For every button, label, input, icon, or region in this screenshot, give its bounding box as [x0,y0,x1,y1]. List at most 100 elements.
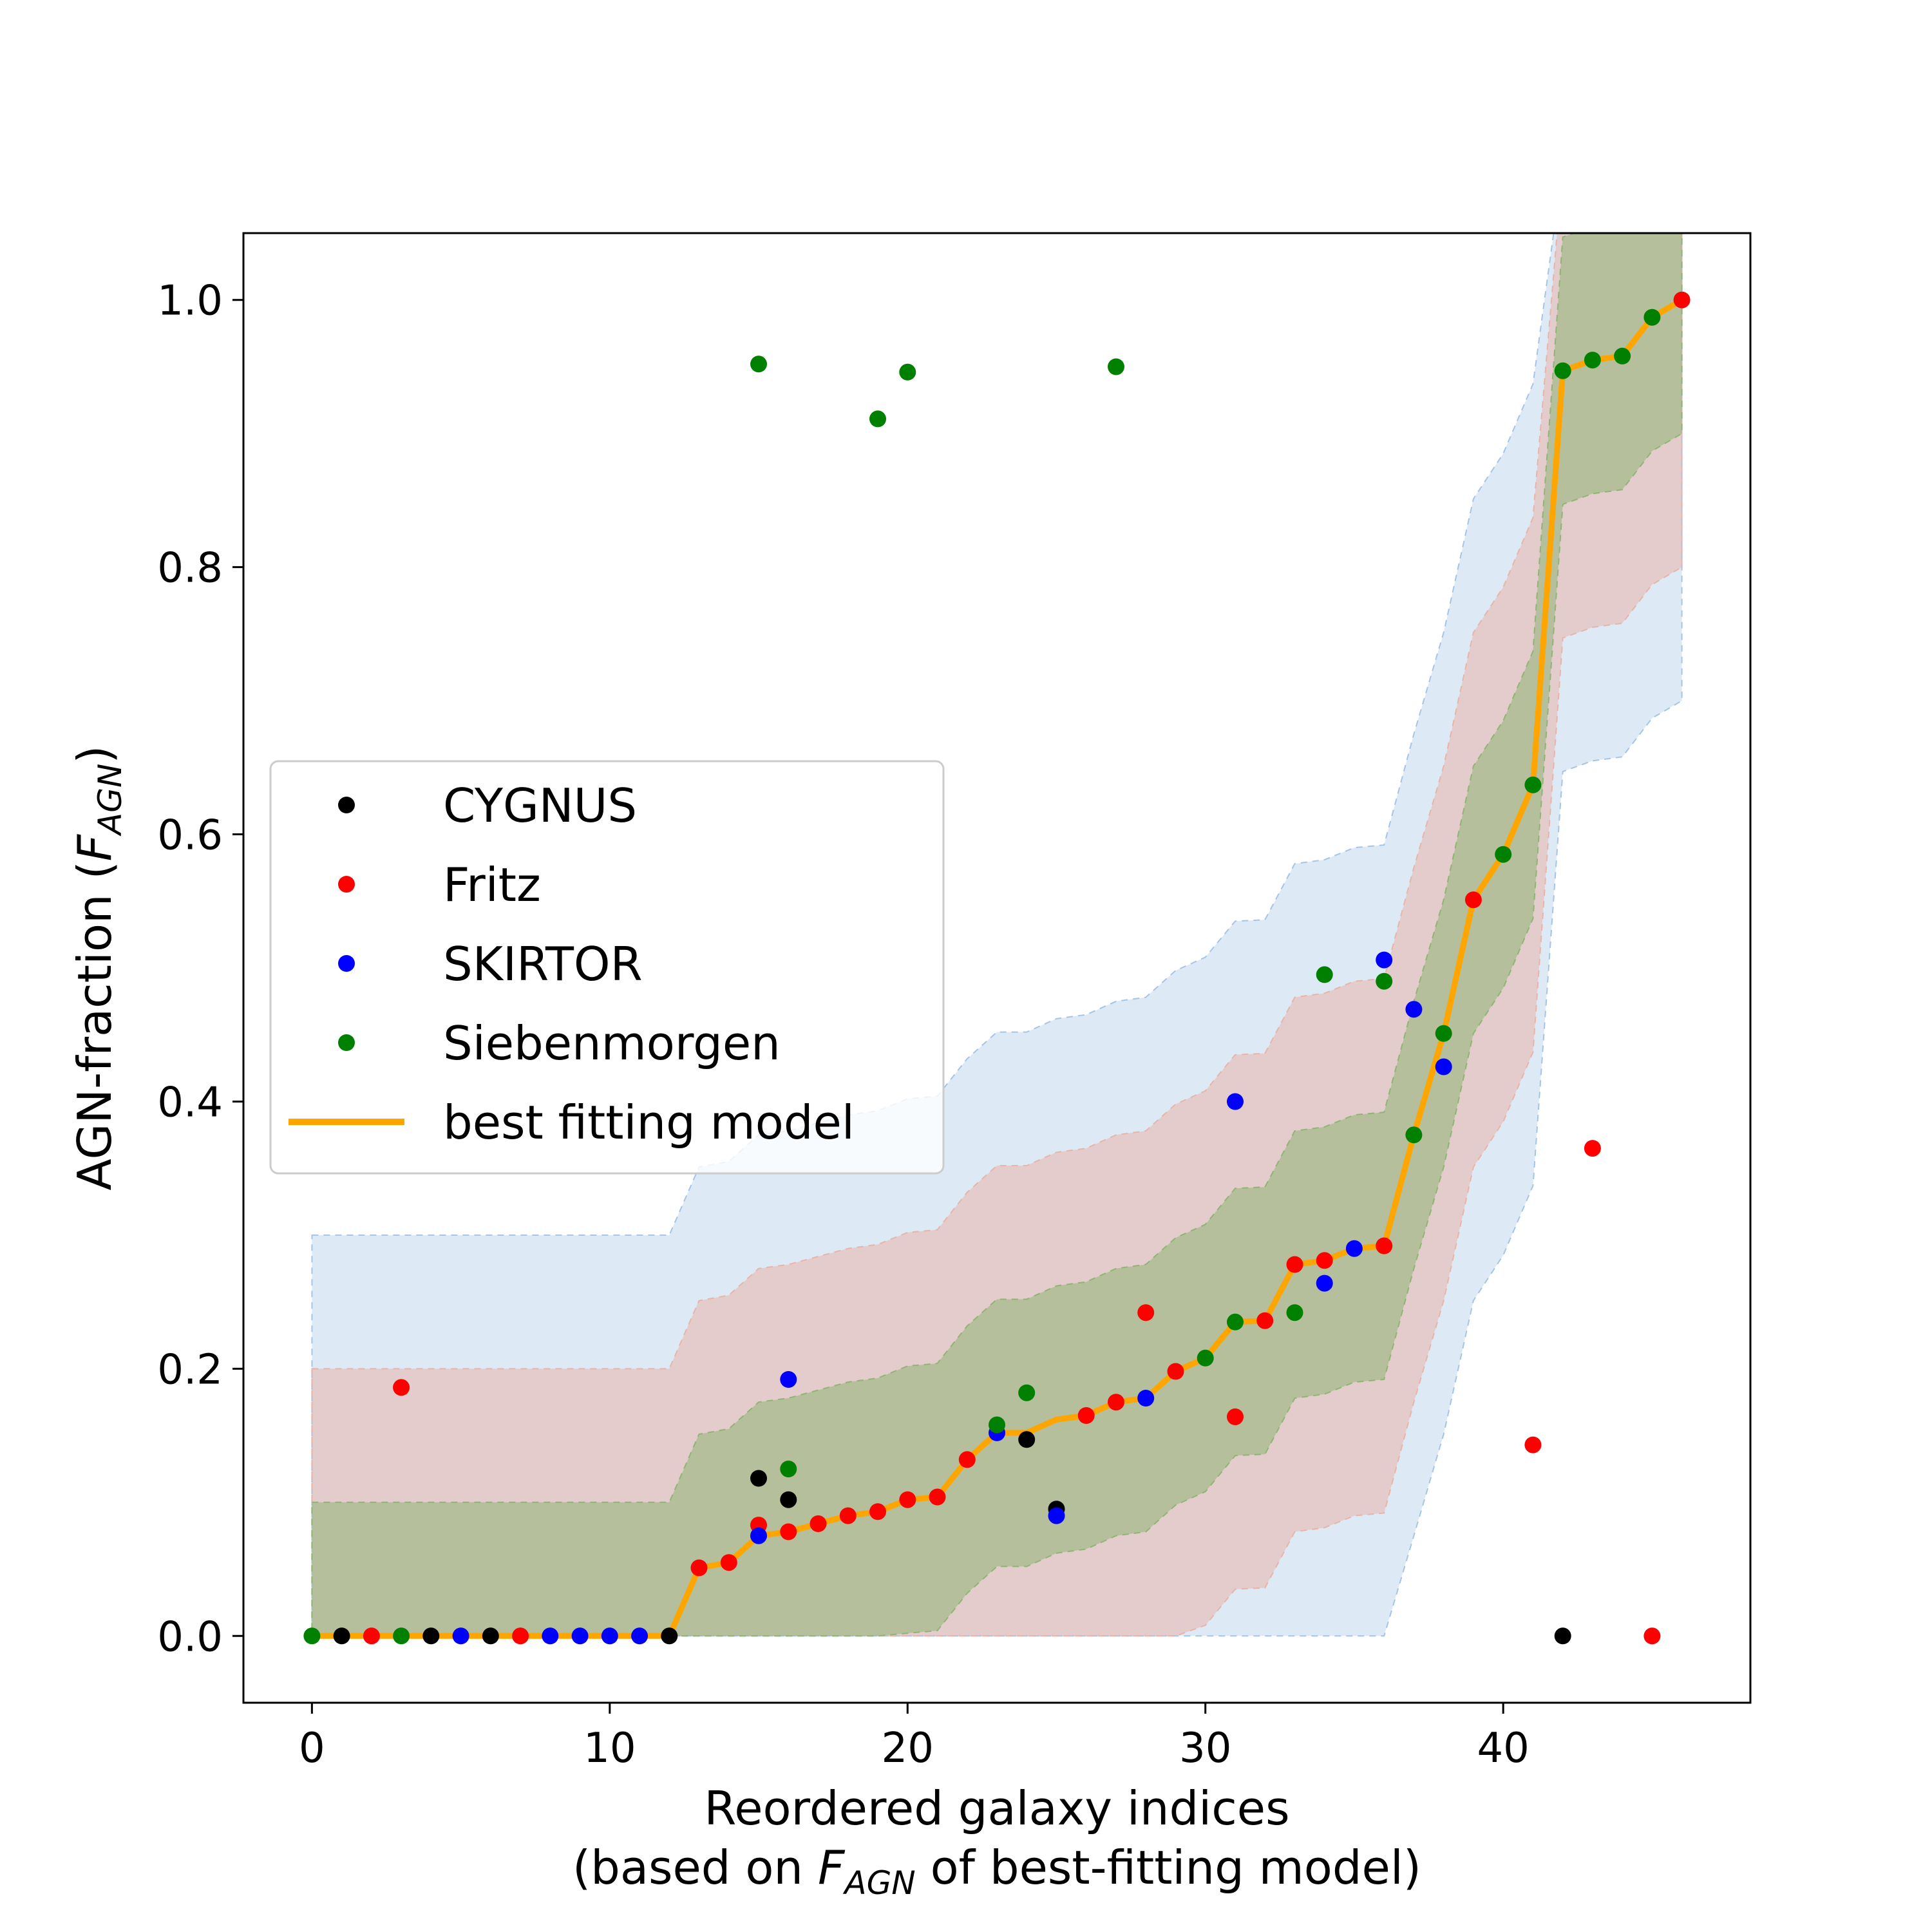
point-siebenmorgen [303,1627,321,1645]
point-fritz [780,1523,797,1540]
legend-box [269,760,945,1175]
legend-label-siebenmorgen: Siebenmorgen [443,1016,781,1070]
point-fritz [869,1503,886,1520]
point-skirtor [1345,1240,1363,1257]
scatter-points [303,291,1690,1645]
point-fritz [1108,1394,1124,1411]
point-fritz [393,1379,410,1396]
point-skirtor [1137,1390,1155,1406]
point-siebenmorgen [1108,358,1124,375]
x-tick-label: 10 [583,1725,636,1772]
point-skirtor [631,1627,649,1645]
point-siebenmorgen [1524,776,1542,793]
point-cygnus [780,1491,797,1508]
point-siebenmorgen [1316,966,1333,983]
point-fritz [1524,1436,1542,1454]
point-cygnus [1554,1627,1571,1645]
point-skirtor [571,1627,589,1645]
point-fritz [1376,1237,1393,1255]
point-skirtor [542,1627,559,1645]
band-inner [311,233,1683,1637]
point-skirtor [1376,951,1393,969]
point-siebenmorgen [1643,308,1661,326]
point-fritz [1584,1140,1601,1157]
x-tick-label: 20 [882,1725,934,1772]
point-siebenmorgen [1018,1384,1036,1401]
y-tick-label: 1.0 [157,278,223,325]
y-tick-label: 0.8 [157,545,223,592]
point-fritz [1464,891,1482,909]
point-fritz [1167,1363,1184,1380]
y-axis-label: AGN-fraction (FAGN) [68,745,129,1190]
point-fritz [899,1491,916,1508]
y-tick-label: 0.2 [157,1346,223,1394]
point-fritz [363,1627,380,1645]
point-siebenmorgen [1435,1025,1452,1042]
x-tick-label: 40 [1477,1725,1529,1772]
point-fritz [839,1507,857,1524]
point-fritz [810,1515,827,1532]
point-skirtor [1316,1274,1333,1292]
point-fritz [690,1559,708,1577]
point-skirtor [780,1371,797,1388]
point-siebenmorgen [750,355,767,373]
point-fritz [1256,1312,1274,1329]
point-siebenmorgen [899,363,916,381]
point-skirtor [1048,1507,1065,1524]
point-cygnus [482,1627,499,1645]
point-fritz [1286,1256,1303,1273]
point-fritz [929,1488,946,1506]
x-axis-label-line2: (based on FAGN of best-fitting model) [573,1841,1421,1902]
plot-frame [242,232,1752,1704]
point-skirtor [452,1627,469,1645]
point-fritz [1673,291,1690,308]
legend-marker-cygnus [338,797,355,813]
point-siebenmorgen [1495,846,1512,863]
point-siebenmorgen [393,1627,410,1645]
point-siebenmorgen [1376,972,1393,990]
y-axis: 0.0 0.2 0.4 0.6 0.8 1.0 [157,278,243,1661]
point-fritz [512,1627,529,1645]
x-tick-label: 0 [299,1725,325,1772]
point-siebenmorgen [1197,1349,1214,1367]
point-skirtor [1405,1001,1423,1018]
point-fritz [1077,1407,1095,1424]
point-siebenmorgen [989,1416,1005,1434]
point-siebenmorgen [780,1461,797,1477]
legend-label-skirtor: SKIRTOR [443,937,643,991]
point-siebenmorgen [1614,347,1631,365]
legend-marker-skirtor [338,955,355,972]
legend-label-cygnus: CYGNUS [443,779,637,833]
point-fritz [1137,1304,1155,1321]
point-skirtor [1435,1058,1452,1075]
point-siebenmorgen [1227,1313,1244,1331]
point-siebenmorgen [1286,1304,1303,1321]
x-tick-label: 30 [1179,1725,1231,1772]
point-skirtor [601,1627,618,1645]
point-fritz [1643,1627,1661,1645]
legend-label-best-fit: best fitting model [443,1095,855,1150]
point-skirtor [750,1527,767,1544]
point-fritz [958,1451,976,1468]
point-fritz [720,1554,737,1571]
legend: CYGNUS Fritz SKIRTOR Siebenmorgen best f… [269,760,945,1175]
y-tick-label: 0.6 [157,812,223,860]
x-axis: 0 10 20 30 40 [299,1703,1530,1772]
x-axis-label: Reordered galaxy indices [704,1781,1289,1835]
point-siebenmorgen [1584,352,1601,369]
point-siebenmorgen [1554,362,1571,379]
point-cygnus [422,1627,440,1645]
point-cygnus [661,1627,678,1645]
point-siebenmorgen [1405,1126,1423,1144]
legend-marker-siebenmorgen [338,1034,355,1051]
legend-marker-fritz [338,876,355,893]
y-tick-label: 0.0 [157,1613,223,1661]
point-siebenmorgen [869,410,886,428]
point-fritz [1316,1252,1333,1269]
point-fritz [1227,1408,1244,1425]
point-cygnus [333,1627,350,1645]
y-tick-label: 0.4 [157,1079,223,1126]
legend-label-fritz: Fritz [443,858,541,912]
point-cygnus [750,1470,767,1487]
